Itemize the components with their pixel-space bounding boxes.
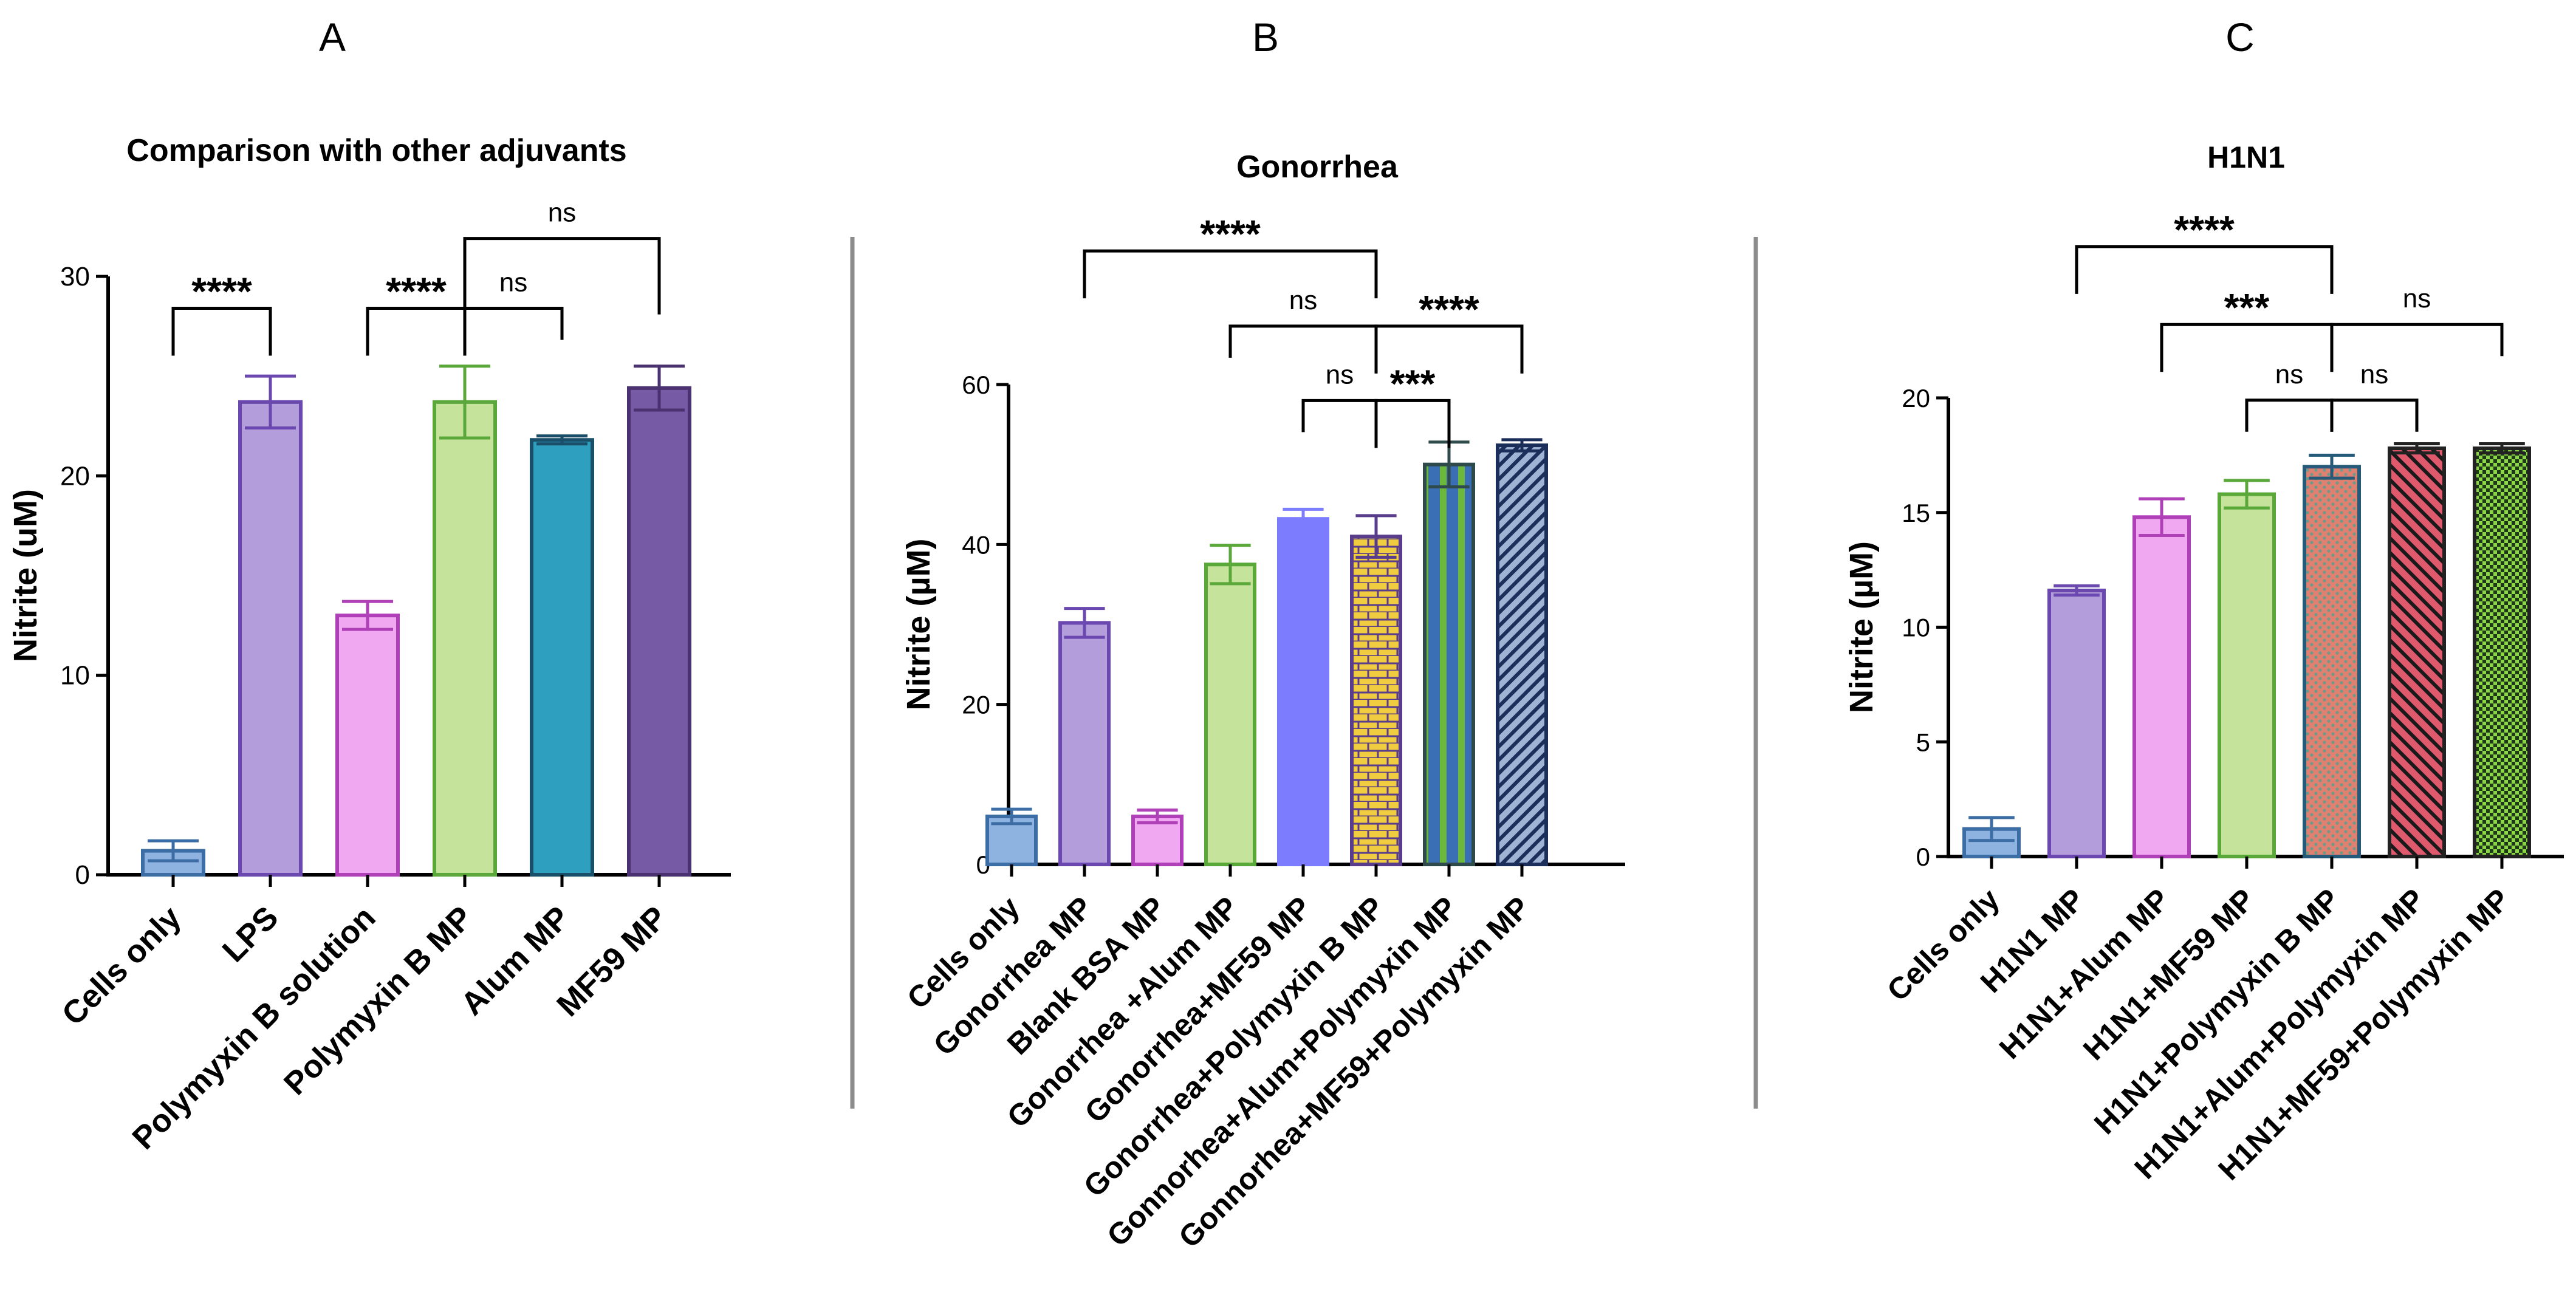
significance-label: **** bbox=[1419, 287, 1479, 331]
error-bar bbox=[1968, 816, 2015, 843]
y-tick-label: 60 bbox=[962, 371, 990, 399]
y-tick-label: 20 bbox=[1902, 384, 1930, 412]
significance-bracket: ns bbox=[463, 198, 661, 315]
panel-a: A Comparison with other adjuvants 0 10 20 30 N… bbox=[7, 15, 731, 1157]
y-tick-label: 40 bbox=[962, 530, 990, 559]
bar-mf59-mp bbox=[627, 386, 691, 877]
significance-bracket: **** bbox=[171, 270, 272, 356]
error-bar bbox=[2224, 479, 2270, 510]
error-bar bbox=[2054, 584, 2100, 597]
panel-letter: B bbox=[1252, 15, 1279, 60]
significance-label: **** bbox=[1200, 212, 1261, 256]
error-bar bbox=[1210, 544, 1251, 586]
y-axis-label: Nitrite (µM) bbox=[900, 538, 937, 710]
bar-h1n1-mf59-polymyxin-mp bbox=[2473, 446, 2531, 858]
significance-bracket: *** bbox=[1374, 361, 1451, 448]
bar-alum-mp bbox=[530, 438, 594, 877]
significance-bracket: ns bbox=[2330, 360, 2419, 432]
error-bar bbox=[536, 434, 587, 446]
significance-bracket: **** bbox=[2075, 208, 2334, 294]
error-bar bbox=[439, 364, 490, 440]
panel-letter: A bbox=[319, 15, 346, 60]
error-bar bbox=[2309, 453, 2355, 480]
significance-bracket: *** bbox=[2160, 286, 2334, 372]
y-tick-label: 10 bbox=[60, 661, 90, 691]
bar-polymyxin-b-solution bbox=[335, 614, 400, 877]
significance-label: *** bbox=[1390, 361, 1436, 405]
chart-title: H1N1 bbox=[2207, 140, 2285, 174]
y-tick-label: 5 bbox=[1916, 728, 1930, 756]
error-bar bbox=[342, 600, 393, 631]
bar-gonnorhea-alum-polymyxin-mp bbox=[1423, 462, 1475, 866]
error-bar bbox=[1355, 514, 1397, 559]
significance-label: *** bbox=[2224, 286, 2270, 329]
significance-label: **** bbox=[386, 270, 447, 313]
significance-bracket: ns bbox=[2330, 284, 2504, 357]
y-tick-label: 20 bbox=[962, 691, 990, 719]
error-bar bbox=[2479, 442, 2525, 455]
bar-h1n1-mf59-mp bbox=[2218, 492, 2276, 858]
bar-blank-bsa-mp bbox=[1131, 815, 1184, 866]
significance-bracket: ns bbox=[463, 268, 564, 340]
bar-gonorrhea-mf59-mp bbox=[1277, 517, 1329, 866]
significance-label: ns bbox=[2403, 284, 2431, 313]
significance-label: **** bbox=[2174, 208, 2235, 251]
y-tick-label: 20 bbox=[60, 461, 90, 491]
bar-h1n1-alum-polymyxin-mp bbox=[2388, 446, 2446, 858]
chart-title: Comparison with other adjuvants bbox=[126, 133, 626, 168]
x-tick-label: Cells only bbox=[55, 899, 188, 1032]
error-bar bbox=[991, 807, 1032, 826]
bar-gonorrhea-polymyxin-b-mp bbox=[1350, 535, 1402, 866]
significance-bracket: **** bbox=[366, 270, 467, 356]
significance-label: ns bbox=[548, 198, 576, 228]
y-tick-label: 0 bbox=[75, 860, 90, 890]
significance-label: ns bbox=[499, 268, 527, 298]
x-tick-label: Polymyxin B MP bbox=[277, 900, 479, 1102]
error-bar bbox=[1137, 808, 1178, 825]
y-axis-label: Nitrite (uM) bbox=[7, 489, 44, 662]
significance-bracket: ns bbox=[2245, 360, 2334, 432]
significance-bracket: **** bbox=[1083, 212, 1378, 299]
y-tick-label: 10 bbox=[1902, 614, 1930, 642]
bar-h1n1-alum-mp bbox=[2132, 515, 2191, 858]
bar-gonnorhea-mf59-polymyxin-mp bbox=[1496, 443, 1548, 866]
significance-label: ns bbox=[1326, 360, 1354, 389]
y-axis-label: Nitrite (µM) bbox=[1843, 541, 1880, 713]
bar-gonorrhea-mp bbox=[1058, 621, 1111, 867]
significance-label: ns bbox=[1289, 286, 1317, 315]
x-tick-label: LPS bbox=[216, 900, 286, 970]
significance-bracket: **** bbox=[1374, 287, 1524, 374]
bar-lps bbox=[238, 400, 303, 877]
significance-label: ns bbox=[2360, 360, 2388, 389]
chart-title: Gonorrhea bbox=[1236, 149, 1399, 185]
significance-bracket: ns bbox=[1228, 286, 1378, 358]
bar-gonorrhea-alum-mp bbox=[1204, 563, 1256, 866]
error-bar bbox=[2139, 497, 2185, 537]
error-bar bbox=[634, 364, 685, 412]
error-bar bbox=[245, 374, 296, 430]
significance-label: **** bbox=[191, 270, 252, 313]
y-tick-label: 30 bbox=[60, 262, 90, 292]
error-bar bbox=[1283, 507, 1324, 530]
significance-bracket: ns bbox=[1301, 360, 1378, 433]
significance-label: ns bbox=[2275, 360, 2303, 389]
bar-h1n1-mp bbox=[2047, 589, 2106, 858]
y-tick-label: 0 bbox=[1916, 843, 1930, 871]
bar-polymyxin-b-mp bbox=[433, 400, 497, 877]
error-bar bbox=[1501, 438, 1543, 453]
error-bar bbox=[2394, 442, 2440, 455]
error-bar bbox=[1064, 607, 1105, 639]
y-tick-label: 15 bbox=[1902, 499, 1930, 527]
panel-letter: C bbox=[2225, 15, 2255, 60]
error-bar bbox=[148, 839, 199, 863]
bar-h1n1-polymyxin-b-mp bbox=[2303, 465, 2361, 858]
